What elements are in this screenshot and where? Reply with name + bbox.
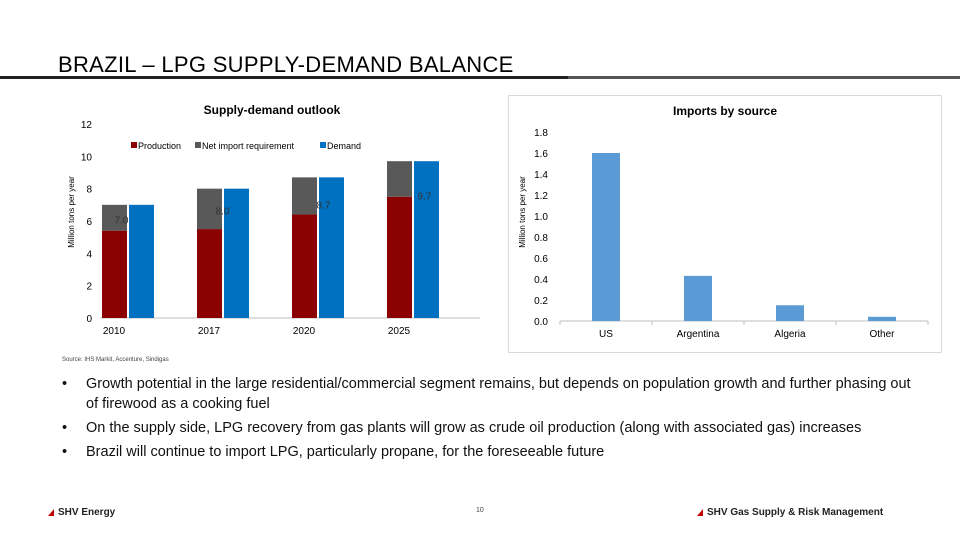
bullet-dot: • [62,376,68,392]
source-note: Source: IHS Markit, Accenture, Sindigas [62,357,169,363]
x-tick-label: Algeria [774,329,806,340]
y-tick-label: 0.2 [534,296,548,307]
bar-demand [129,204,154,318]
bar-demand [224,188,249,318]
y-tick-label: 8 [86,185,92,196]
bar-net-import [387,161,412,197]
y-tick-label: 0.8 [534,233,548,244]
bar-import [684,275,712,321]
y-tick-label: 1.0 [534,212,548,223]
y-tick-label: 10 [81,152,93,163]
bar-production [292,214,317,318]
y-tick-label: 1.4 [534,170,548,181]
x-tick-label: US [599,329,613,340]
bullet-dot: • [62,444,68,460]
legend-swatch [195,142,201,148]
chart-title: Supply-demand outlook [204,103,341,117]
y-tick-label: 2 [86,282,92,293]
imports-chart-frame [508,95,942,353]
bullet-dot: • [62,420,68,436]
bullet-item: • Growth potential in the large residenti… [60,374,920,414]
x-tick-label: 2020 [293,326,316,337]
legend-label: Net import requirement [202,141,295,151]
bar-net-import [292,177,317,215]
chart-title: Imports by source [673,104,777,118]
y-tick-label: 0.0 [534,317,548,328]
y-tick-label: 12 [81,120,93,131]
bar-production [102,230,127,318]
footer-brand-left: SHV Energy [48,507,115,518]
page-title: BRAZIL – LPG SUPPLY-DEMAND BALANCE [58,52,514,77]
y-tick-label: 0 [86,314,92,325]
legend-swatch [320,142,326,148]
legend-swatch [131,142,137,148]
y-tick-label: 4 [86,249,92,260]
data-label: 8.7 [317,200,331,211]
y-tick-label: 1.2 [534,191,548,202]
data-label: 8.0 [216,207,230,218]
bullet-list: • Growth potential in the large residenti… [60,374,920,466]
imports-by-source-chart: Imports by source 0.0 0.2 0.4 0.6 0.8 1.0 1.2 1.… [518,104,929,340]
logo-triangle-icon [697,509,703,516]
data-label: 9.7 [418,191,432,202]
y-axis-label: Million tons per year [67,176,76,248]
bar-demand [319,177,344,318]
legend-label: Production [138,141,181,151]
y-axis-label: Million tons per year [518,176,527,248]
legend-label: Demand [327,141,361,151]
y-tick-label: 0.4 [534,275,548,286]
page-number: 10 [476,507,484,514]
bullet-text: Growth potential in the large residentia… [86,376,911,412]
bullet-text: Brazil will continue to import LPG, part… [86,444,605,460]
bullet-item: • Brazil will continue to import LPG, par… [60,442,920,462]
x-tick-label: 2025 [388,326,411,337]
x-tick-label: 2010 [103,326,126,337]
x-tick-label: Argentina [677,329,720,340]
x-tick-label: Other [869,329,895,340]
bullet-item: • On the supply side, LPG recovery from g… [60,418,920,438]
bar-net-import [102,204,127,231]
footer-brand-right: SHV Gas Supply & Risk Management [697,507,883,518]
bar-import [776,305,804,321]
title-underline [0,76,568,79]
x-tick-label: 2017 [198,326,221,337]
footer-left-text: SHV Energy [58,507,116,518]
footer-right-text: SHV Gas Supply & Risk Management [707,507,884,518]
bar-production [197,229,222,318]
bar-net-import [197,188,222,230]
bar-production [387,196,412,318]
supply-demand-chart: Supply-demand outlook 0 2 4 6 8 10 12 Million to… [67,103,480,337]
logo-triangle-icon [48,509,54,516]
bar-import [592,153,620,321]
bar-demand [414,161,439,318]
y-tick-label: 1.6 [534,149,548,160]
data-label: 7.0 [115,215,129,226]
bullet-text: On the supply side, LPG recovery from ga… [86,420,862,436]
y-tick-label: 6 [86,217,92,228]
y-tick-label: 0.6 [534,254,548,265]
y-tick-label: 1.8 [534,128,548,139]
bar-import [868,316,896,321]
